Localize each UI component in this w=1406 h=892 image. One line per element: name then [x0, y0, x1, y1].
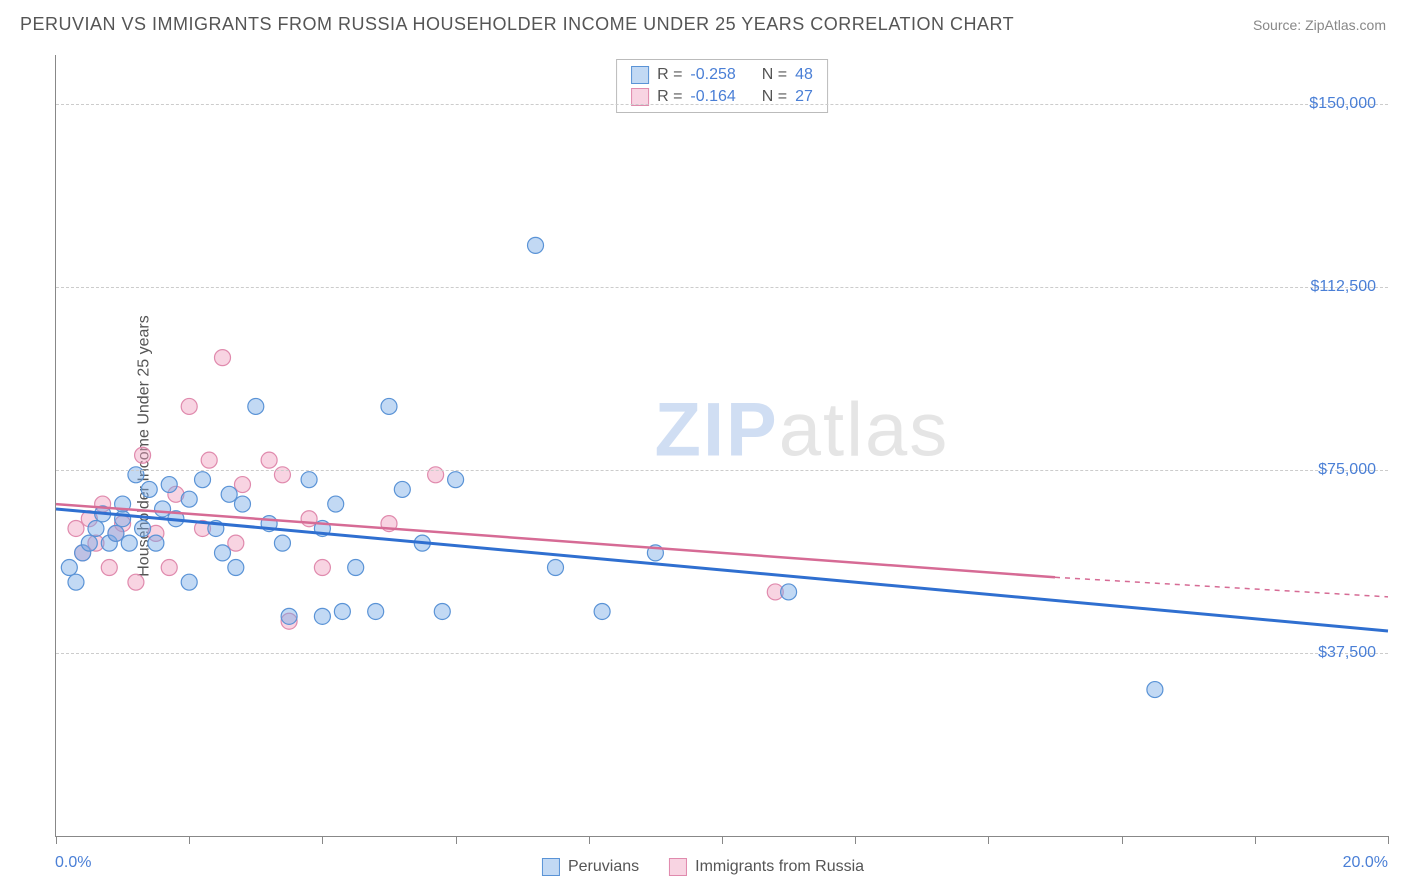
x-axis-max-label: 20.0% [1343, 854, 1388, 872]
legend-item: Immigrants from Russia [669, 858, 864, 876]
data-point [228, 535, 244, 551]
data-point [195, 472, 211, 488]
data-point [121, 535, 137, 551]
y-tick-label: $150,000 [1309, 95, 1376, 113]
data-point [301, 511, 317, 527]
data-point [155, 501, 171, 517]
x-tick [189, 836, 190, 844]
series-legend: Peruvians Immigrants from Russia [542, 858, 864, 876]
data-point [434, 603, 450, 619]
gridline [56, 104, 1388, 105]
data-point [328, 496, 344, 512]
data-point [301, 472, 317, 488]
source-label: Source: ZipAtlas.com [1253, 17, 1386, 33]
x-tick [456, 836, 457, 844]
x-tick [1388, 836, 1389, 844]
x-tick [322, 836, 323, 844]
data-point [141, 481, 157, 497]
chart-plot-area: ZIPatlas R = -0.258 N = 48 R = -0.164 N … [55, 55, 1388, 837]
data-point [221, 486, 237, 502]
data-point [135, 447, 151, 463]
data-point [101, 560, 117, 576]
x-tick [589, 836, 590, 844]
data-point [128, 574, 144, 590]
data-point [181, 574, 197, 590]
data-point [181, 398, 197, 414]
y-tick-label: $112,500 [1310, 278, 1376, 296]
data-point [348, 560, 364, 576]
data-point [381, 398, 397, 414]
y-tick-label: $37,500 [1318, 644, 1376, 662]
data-point [161, 560, 177, 576]
data-point [274, 535, 290, 551]
x-tick [855, 836, 856, 844]
data-point [135, 520, 151, 536]
data-point [548, 560, 564, 576]
trend-line [56, 509, 1388, 631]
x-tick [1122, 836, 1123, 844]
legend-series-label: Peruvians [568, 858, 639, 876]
data-point [108, 525, 124, 541]
data-point [1147, 682, 1163, 698]
data-point [281, 608, 297, 624]
x-tick [1255, 836, 1256, 844]
gridline [56, 287, 1388, 288]
data-point [68, 574, 84, 590]
scatter-plot-svg [56, 55, 1388, 836]
x-axis-min-label: 0.0% [55, 854, 91, 872]
gridline [56, 470, 1388, 471]
data-point [448, 472, 464, 488]
data-point [68, 520, 84, 536]
data-point [234, 496, 250, 512]
data-point [314, 560, 330, 576]
data-point [334, 603, 350, 619]
data-point [394, 481, 410, 497]
data-point [528, 237, 544, 253]
data-point [314, 608, 330, 624]
x-tick [722, 836, 723, 844]
chart-title: PERUVIAN VS IMMIGRANTS FROM RUSSIA HOUSE… [20, 14, 1014, 35]
gridline [56, 653, 1388, 654]
x-tick [56, 836, 57, 844]
data-point [161, 477, 177, 493]
trend-line [1055, 577, 1388, 597]
data-point [181, 491, 197, 507]
legend-item: Peruvians [542, 858, 639, 876]
swatch-icon [669, 858, 687, 876]
x-tick [988, 836, 989, 844]
data-point [781, 584, 797, 600]
data-point [81, 535, 97, 551]
data-point [215, 350, 231, 366]
swatch-icon [542, 858, 560, 876]
data-point [201, 452, 217, 468]
data-point [88, 520, 104, 536]
data-point [261, 452, 277, 468]
data-point [368, 603, 384, 619]
data-point [215, 545, 231, 561]
data-point [148, 535, 164, 551]
y-tick-label: $75,000 [1318, 461, 1376, 479]
data-point [234, 477, 250, 493]
data-point [594, 603, 610, 619]
data-point [248, 398, 264, 414]
data-point [228, 560, 244, 576]
legend-series-label: Immigrants from Russia [695, 858, 864, 876]
data-point [61, 560, 77, 576]
